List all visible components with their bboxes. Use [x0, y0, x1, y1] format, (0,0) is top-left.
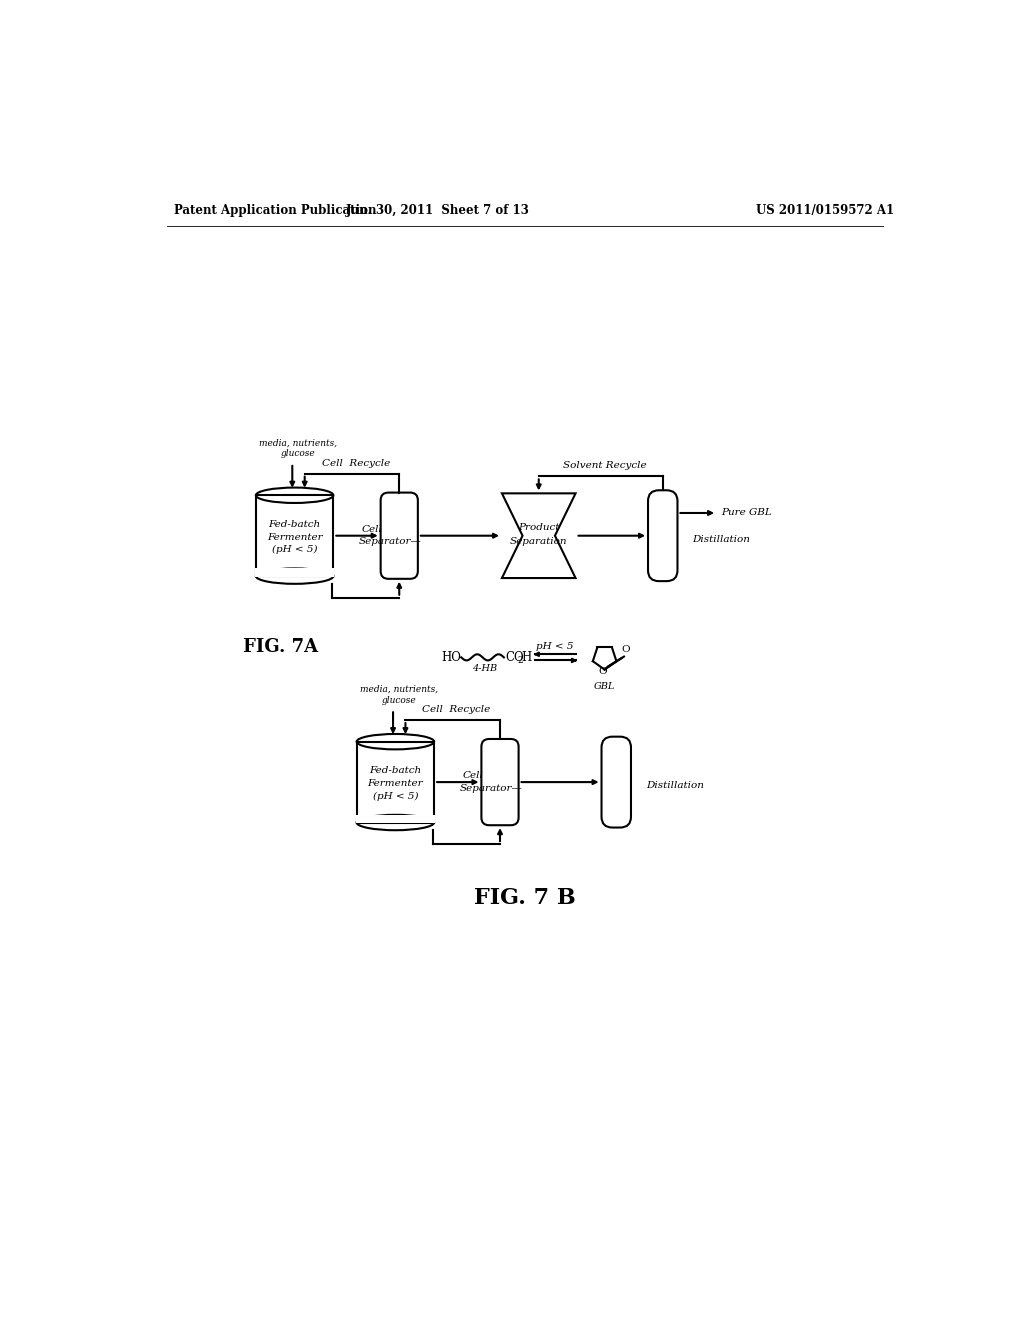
Text: Cell: Cell — [361, 525, 383, 535]
Text: Distillation: Distillation — [646, 781, 703, 791]
Text: media, nutrients,: media, nutrients, — [259, 438, 338, 447]
Text: (pH < 5): (pH < 5) — [373, 792, 418, 800]
Text: Pure GBL: Pure GBL — [721, 508, 772, 517]
Text: media, nutrients,: media, nutrients, — [360, 685, 438, 694]
Text: Fermenter: Fermenter — [368, 779, 423, 788]
Text: (pH < 5): (pH < 5) — [272, 545, 317, 554]
Text: glucose: glucose — [282, 449, 315, 458]
Text: O: O — [599, 667, 607, 676]
Text: Fed-batch: Fed-batch — [268, 520, 321, 528]
Text: H: H — [521, 651, 531, 664]
Text: Patent Application Publication: Patent Application Publication — [174, 205, 377, 218]
Text: Cell  Recycle: Cell Recycle — [423, 705, 490, 714]
Text: 2: 2 — [518, 656, 523, 665]
Text: Jun. 30, 2011  Sheet 7 of 13: Jun. 30, 2011 Sheet 7 of 13 — [346, 205, 530, 218]
Text: Solvent Recycle: Solvent Recycle — [563, 461, 646, 470]
Text: GBL: GBL — [594, 682, 615, 692]
Text: CO: CO — [506, 651, 524, 664]
Text: Cell: Cell — [463, 771, 483, 780]
Text: Separation: Separation — [510, 537, 567, 546]
Bar — [255, 569, 334, 577]
Text: Product: Product — [518, 524, 559, 532]
Bar — [256, 495, 334, 576]
Bar — [356, 742, 434, 822]
Text: FIG. 7 B: FIG. 7 B — [474, 887, 575, 908]
Text: HO: HO — [441, 651, 461, 664]
Text: O: O — [622, 645, 630, 655]
Text: 4-HB: 4-HB — [472, 664, 497, 673]
Text: pH < 5: pH < 5 — [536, 642, 573, 651]
Text: Fed-batch: Fed-batch — [370, 766, 422, 775]
Text: Fermenter: Fermenter — [267, 533, 323, 541]
Bar — [356, 814, 435, 824]
Text: Separator—: Separator— — [459, 784, 522, 793]
Text: Separator—: Separator— — [358, 537, 422, 546]
Text: Distillation: Distillation — [692, 535, 750, 544]
Text: glucose: glucose — [382, 696, 417, 705]
Text: Cell  Recycle: Cell Recycle — [322, 458, 390, 467]
Text: US 2011/0159572 A1: US 2011/0159572 A1 — [756, 205, 894, 218]
Text: FIG. 7A: FIG. 7A — [243, 639, 317, 656]
